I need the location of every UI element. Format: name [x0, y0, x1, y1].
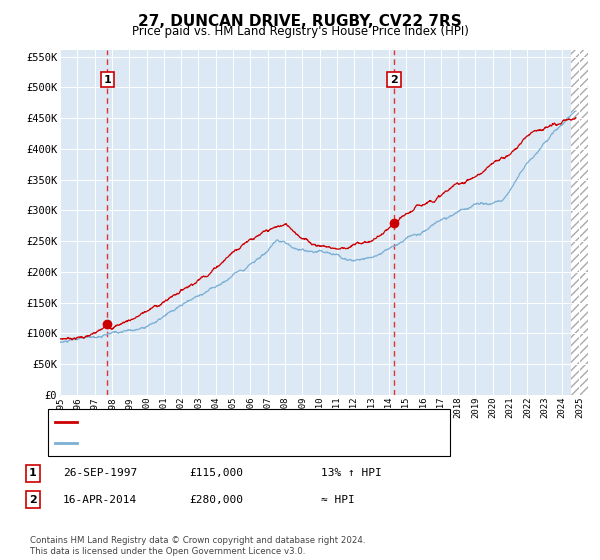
Text: 16-APR-2014: 16-APR-2014: [63, 494, 137, 505]
Text: 2: 2: [390, 74, 398, 85]
Text: Contains HM Land Registry data © Crown copyright and database right 2024.
This d: Contains HM Land Registry data © Crown c…: [30, 536, 365, 556]
Text: £280,000: £280,000: [189, 494, 243, 505]
Text: Price paid vs. HM Land Registry's House Price Index (HPI): Price paid vs. HM Land Registry's House …: [131, 25, 469, 38]
Text: 26-SEP-1997: 26-SEP-1997: [63, 468, 137, 478]
Text: 13% ↑ HPI: 13% ↑ HPI: [321, 468, 382, 478]
Bar: [571, 50, 588, 395]
Text: 27, DUNCAN DRIVE, RUGBY, CV22 7RS (detached house): 27, DUNCAN DRIVE, RUGBY, CV22 7RS (detac…: [81, 417, 394, 427]
Text: ≈ HPI: ≈ HPI: [321, 494, 355, 505]
Text: HPI: Average price, detached house, Rugby: HPI: Average price, detached house, Rugb…: [81, 438, 337, 448]
Text: 27, DUNCAN DRIVE, RUGBY, CV22 7RS: 27, DUNCAN DRIVE, RUGBY, CV22 7RS: [138, 14, 462, 29]
Text: 1: 1: [104, 74, 112, 85]
Text: £115,000: £115,000: [189, 468, 243, 478]
Text: 1: 1: [29, 468, 37, 478]
Text: 2: 2: [29, 494, 37, 505]
